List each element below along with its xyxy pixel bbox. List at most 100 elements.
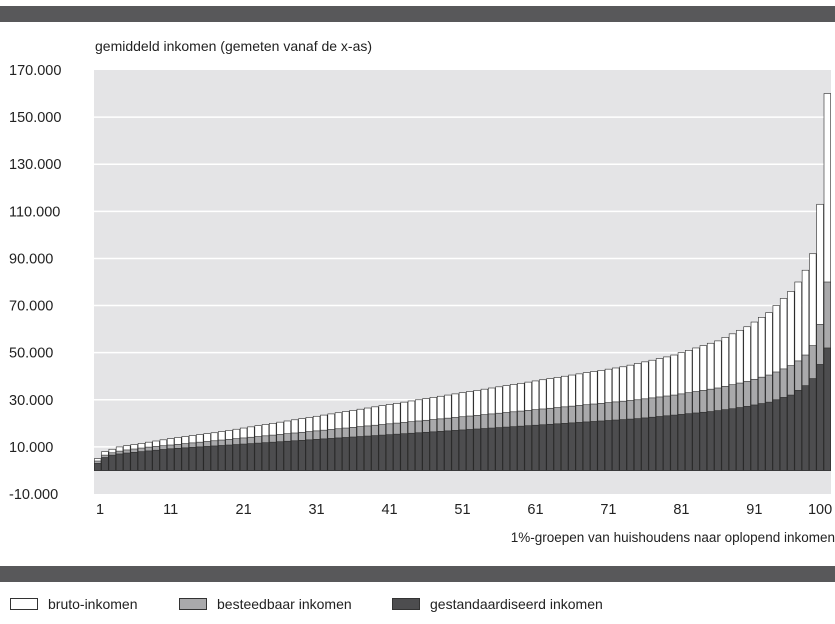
bar-gestandaardiseerd <box>648 416 656 471</box>
bar-gestandaardiseerd <box>188 447 197 471</box>
bar-gestandaardiseerd <box>152 449 160 471</box>
bar-gestandaardiseerd <box>750 404 759 471</box>
bar-gestandaardiseerd <box>407 432 416 471</box>
bar-gestandaardiseerd <box>327 438 335 471</box>
bar-gestandaardiseerd <box>451 430 459 471</box>
bar-gestandaardiseerd <box>247 443 255 471</box>
y-tick-labels: 170.000 150.000 130.000 110.000 90.000 70.000… <box>9 63 61 503</box>
bar-gestandaardiseerd <box>400 433 408 471</box>
y-tick-label: 30.000 <box>9 393 53 409</box>
x-tick-label: 100 <box>808 502 832 518</box>
bar-gestandaardiseerd <box>765 401 773 471</box>
bar-gestandaardiseerd <box>385 434 394 471</box>
bar-gestandaardiseerd <box>166 448 175 471</box>
bar-gestandaardiseerd <box>291 440 299 471</box>
bar-gestandaardiseerd <box>539 424 547 471</box>
bar-gestandaardiseerd <box>575 422 583 471</box>
bar-gestandaardiseerd <box>393 433 401 471</box>
top-band <box>0 6 835 22</box>
bar-gestandaardiseerd <box>568 422 576 471</box>
bar-gestandaardiseerd <box>145 450 153 471</box>
bar-gestandaardiseerd <box>619 419 627 471</box>
legend-label-besteedbaar: besteedbaar inkomen <box>217 596 352 612</box>
legend-swatch-besteedbaar <box>179 598 207 610</box>
legend-swatch-bruto <box>10 598 38 610</box>
bar-gestandaardiseerd <box>473 428 481 471</box>
bar-gestandaardiseerd <box>736 407 744 471</box>
bar-gestandaardiseerd <box>108 454 116 471</box>
bar-gestandaardiseerd <box>779 397 788 471</box>
x-tick-label: 71 <box>600 502 616 518</box>
bar-gestandaardiseerd <box>269 441 277 471</box>
bar-gestandaardiseerd <box>794 390 802 471</box>
bar-gestandaardiseerd <box>699 411 707 471</box>
bar-gestandaardiseerd <box>94 463 102 471</box>
bar-gestandaardiseerd <box>181 447 189 471</box>
bar-gestandaardiseerd <box>502 426 510 471</box>
bar-gestandaardiseerd <box>276 441 284 471</box>
income-chart: 170.000150.000130.000110.00090.00070.000… <box>9 63 832 518</box>
bar-gestandaardiseerd <box>582 421 591 471</box>
bar-gestandaardiseerd <box>371 435 379 471</box>
bar-gestandaardiseerd <box>524 425 532 471</box>
bars <box>94 93 832 471</box>
bar-gestandaardiseerd <box>553 423 562 471</box>
bar-gestandaardiseerd <box>218 445 226 471</box>
x-tick-label: 81 <box>673 502 689 518</box>
bar-gestandaardiseerd <box>546 423 554 471</box>
bar-gestandaardiseerd <box>174 448 182 471</box>
bar-gestandaardiseerd <box>480 428 489 471</box>
bar-gestandaardiseerd <box>363 435 372 471</box>
bar-gestandaardiseerd <box>225 444 233 471</box>
bar-gestandaardiseerd <box>312 439 321 471</box>
bar-gestandaardiseerd <box>641 417 649 471</box>
bar-gestandaardiseerd <box>210 445 219 471</box>
bar-gestandaardiseerd <box>758 403 766 471</box>
bar-gestandaardiseerd <box>320 438 328 471</box>
bar-gestandaardiseerd <box>203 446 211 471</box>
bar-gestandaardiseerd <box>823 347 832 471</box>
bar-gestandaardiseerd <box>196 446 204 471</box>
bar-gestandaardiseerd <box>663 415 671 471</box>
bar-gestandaardiseerd <box>488 427 496 471</box>
bar-gestandaardiseerd <box>604 420 613 471</box>
x-tick-label: 21 <box>236 502 252 518</box>
bar-gestandaardiseerd <box>612 419 620 471</box>
bar-gestandaardiseerd <box>115 453 124 471</box>
bar-gestandaardiseerd <box>509 426 518 471</box>
bar-gestandaardiseerd <box>356 436 364 471</box>
bar-gestandaardiseerd <box>466 429 474 471</box>
x-tick-label: 61 <box>527 502 543 518</box>
bar-gestandaardiseerd <box>239 443 248 471</box>
bar-gestandaardiseerd <box>597 420 605 471</box>
bar-gestandaardiseerd <box>655 416 664 471</box>
y-tick-label: 10.000 <box>9 440 53 456</box>
bar-gestandaardiseerd <box>495 427 503 471</box>
bottom-band <box>0 566 835 582</box>
bar-gestandaardiseerd <box>444 430 452 471</box>
y-tick-label: 130.000 <box>9 157 61 173</box>
bar-gestandaardiseerd <box>816 364 824 471</box>
x-tick-label: 1 <box>96 502 104 518</box>
bar-gestandaardiseerd <box>531 424 540 471</box>
x-tick-labels: 1 11 21 31 41 51 61 71 81 91 100 <box>96 502 832 518</box>
legend-item-gestandaardiseerd: gestandaardiseerd inkomen <box>392 596 603 612</box>
bar-gestandaardiseerd <box>706 411 715 471</box>
bar-gestandaardiseerd <box>415 432 423 471</box>
bar-gestandaardiseerd <box>685 413 693 471</box>
legend-label-gestandaardiseerd: gestandaardiseerd inkomen <box>430 596 603 612</box>
x-tick-label: 11 <box>163 502 178 518</box>
y-tick-label: 70.000 <box>9 299 53 315</box>
bar-gestandaardiseerd <box>436 431 445 471</box>
y-axis-title: gemiddeld inkomen (gemeten vanaf de x-as… <box>95 38 373 54</box>
y-tick-label: 170.000 <box>9 63 61 79</box>
y-tick-label: 150.000 <box>9 110 61 126</box>
bar-gestandaardiseerd <box>261 442 270 471</box>
bar-gestandaardiseerd <box>298 439 306 471</box>
bar-gestandaardiseerd <box>633 418 642 471</box>
y-tick-label: -10.000 <box>9 487 58 503</box>
bar-gestandaardiseerd <box>422 431 430 471</box>
bar-gestandaardiseerd <box>254 442 262 471</box>
bar-gestandaardiseerd <box>130 452 138 471</box>
bar-gestandaardiseerd <box>626 418 634 471</box>
